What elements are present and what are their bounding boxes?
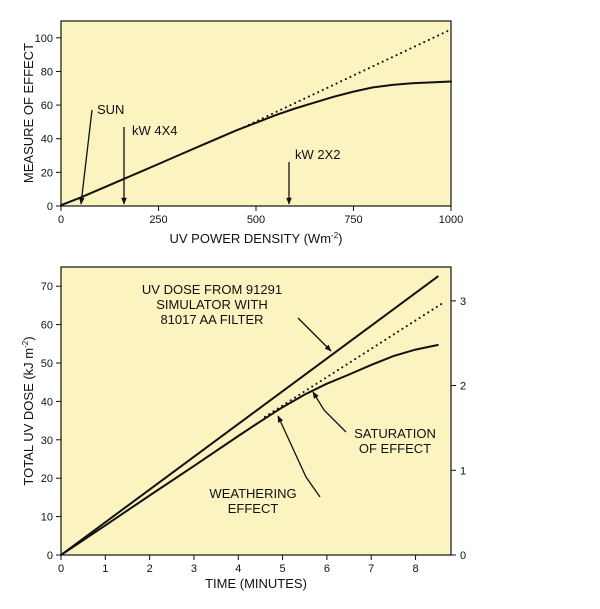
x-tick-label: 7 (368, 563, 374, 575)
annotation-label: OF EFFECT (359, 441, 431, 456)
y-tick-label: 40 (41, 134, 53, 146)
x-tick-label: 0 (58, 214, 64, 226)
y-axis-label: TOTAL UV DOSE (kJ m-2) (21, 336, 36, 485)
effect-vs-power-chart: 0 250 500 750 1000 0 20 40 60 80 100 SUN kW 4X4 kW… (21, 20, 464, 246)
y2-tick-label: 2 (460, 381, 466, 393)
series-line (60, 344, 439, 556)
y-tick-label: 50 (41, 358, 53, 370)
x-tick-label: 750 (344, 214, 362, 226)
axis-ticks: 0 1 2 3 4 5 6 7 8 0 10 20 30 40 50 60 70 0 1 2 3 (41, 281, 466, 575)
x-tick-label: 6 (324, 563, 330, 575)
x-tick-label: 500 (247, 214, 265, 226)
weathering-arrow (277, 415, 321, 498)
saturation-arrow (312, 391, 347, 433)
x-tick-label: 0 (58, 563, 64, 575)
series-lines (60, 275, 444, 556)
annotation-sun: SUN (78, 102, 124, 205)
axis-ticks: 0 250 500 750 1000 0 20 40 60 80 100 (35, 33, 464, 226)
annotation-label: SUN (97, 102, 124, 117)
y-tick-label: 30 (41, 435, 53, 447)
dose-vs-time-chart: 0 1 2 3 4 5 6 7 8 0 10 20 30 40 50 60 70 0 1 2 3 UV DOSE FRO… (21, 266, 466, 591)
annotation-kw2x2: kW 2X2 (286, 147, 341, 205)
series-lines (60, 28, 452, 207)
sun-arrow (78, 109, 93, 205)
y-tick-label: 0 (47, 550, 53, 562)
annotation-label: kW 2X2 (295, 147, 341, 162)
annotation-label: WEATHERING (209, 486, 296, 501)
series-line (60, 275, 439, 556)
annotation-saturation: SATURATION OF EFFECT (312, 391, 436, 456)
x-tick-label: 5 (280, 563, 286, 575)
x-tick-label: 1000 (439, 214, 463, 226)
annotation-kw4x4: kW 4X4 (121, 123, 178, 205)
y2-tick-label: 0 (460, 550, 466, 562)
annotation-label: UV DOSE FROM 91291 (142, 282, 282, 297)
y-tick-label: 80 (41, 66, 53, 78)
annotation-weathering: WEATHERING EFFECT (209, 415, 321, 516)
x-tick-label: 250 (149, 214, 167, 226)
annotation-label: kW 4X4 (132, 123, 178, 138)
y-tick-label: 60 (41, 100, 53, 112)
extrapolation-line (263, 302, 444, 418)
y2-tick-label: 3 (460, 296, 466, 308)
y2-tick-label: 1 (460, 465, 466, 477)
uv-dose-arrow (297, 317, 332, 352)
y-tick-label: 60 (41, 320, 53, 332)
y-tick-label: 10 (41, 512, 53, 524)
annotation-label: SATURATION (354, 426, 436, 441)
annotation-label: 81017 AA FILTER (160, 312, 263, 327)
y-tick-label: 100 (35, 33, 53, 45)
x-tick-label: 8 (412, 563, 418, 575)
y-tick-label: 20 (41, 473, 53, 485)
plot-area (60, 20, 452, 207)
x-tick-label: 2 (147, 563, 153, 575)
y-tick-label: 0 (47, 201, 53, 213)
y-tick-label: 40 (41, 396, 53, 408)
x-tick-label: 4 (235, 563, 241, 575)
annotation-label: SIMULATOR WITH (156, 297, 267, 312)
x-tick-label: 1 (102, 563, 108, 575)
annotation-uv-dose: UV DOSE FROM 91291 SIMULATOR WITH 81017 … (142, 282, 332, 352)
y-axis-label: MEASURE OF EFFECT (21, 43, 36, 183)
x-axis-label: UV POWER DENSITY (Wm-2) (169, 231, 342, 246)
x-tick-label: 3 (191, 563, 197, 575)
y-tick-label: 70 (41, 281, 53, 293)
annotation-label: EFFECT (228, 501, 279, 516)
series-line (60, 80, 452, 207)
x-axis-label: TIME (MINUTES) (205, 576, 307, 591)
y-tick-label: 20 (41, 167, 53, 179)
